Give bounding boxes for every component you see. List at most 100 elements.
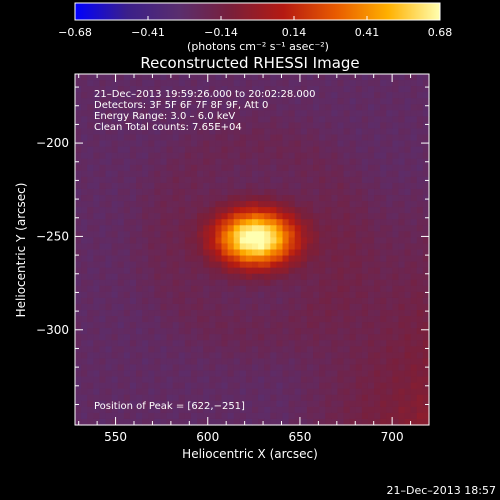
- heatmap-cell: [129, 267, 137, 275]
- heatmap-cell: [404, 110, 412, 117]
- heatmap-cell: [99, 406, 107, 414]
- heatmap-cell: [111, 116, 119, 124]
- heatmap-cell: [184, 225, 192, 232]
- heatmap-cell: [111, 158, 119, 166]
- heatmap-cell: [349, 104, 357, 111]
- heatmap-cell: [148, 297, 155, 305]
- heatmap-cell: [87, 104, 94, 111]
- heatmap-cell: [142, 92, 149, 99]
- heatmap-cell: [410, 255, 418, 263]
- heatmap-cell: [75, 394, 82, 402]
- heatmap-cell: [123, 334, 131, 341]
- heatmap-cell: [288, 98, 296, 105]
- heatmap-cell: [245, 122, 253, 130]
- heatmap-cell: [398, 104, 406, 111]
- heatmap-cell: [386, 364, 393, 372]
- heatmap-cell: [264, 279, 271, 287]
- heatmap-cell: [87, 188, 94, 196]
- heatmap-cell: [252, 249, 259, 257]
- heatmap-cell: [136, 231, 143, 238]
- heatmap-cell: [209, 358, 216, 366]
- heatmap-cell: [319, 213, 326, 220]
- heatmap-cell: [111, 92, 119, 99]
- heatmap-cell: [93, 140, 101, 148]
- heatmap-cell: [410, 140, 418, 148]
- heatmap-cell: [184, 176, 192, 184]
- heatmap-cell: [148, 400, 155, 408]
- heatmap-cell: [367, 267, 375, 275]
- heatmap-cell: [288, 297, 296, 305]
- heatmap-cell: [349, 303, 357, 311]
- heatmap-cell: [215, 400, 223, 408]
- heatmap-cell: [221, 382, 229, 390]
- heatmap-cell: [197, 285, 204, 293]
- heatmap-cell: [154, 110, 162, 117]
- heatmap-cell: [154, 352, 162, 360]
- heatmap-cell: [282, 340, 290, 347]
- heatmap-cell: [319, 285, 326, 293]
- heatmap-cell: [252, 225, 259, 232]
- heatmap-cell: [386, 201, 393, 208]
- heatmap-cell: [337, 285, 345, 293]
- heatmap-cell: [221, 249, 229, 257]
- heatmap-cell: [404, 176, 412, 184]
- heatmap-cell: [93, 146, 101, 154]
- heatmap-cell: [404, 358, 412, 366]
- heatmap-cell: [197, 128, 204, 136]
- heatmap-cell: [148, 231, 155, 238]
- heatmap-cell: [300, 322, 308, 329]
- heatmap-cell: [227, 122, 235, 130]
- heatmap-cell: [367, 352, 375, 360]
- heatmap-cell: [184, 303, 192, 311]
- heatmap-cell: [142, 152, 149, 160]
- heatmap-cell: [367, 346, 375, 353]
- heatmap-cell: [166, 195, 174, 202]
- heatmap-cell: [380, 201, 387, 208]
- heatmap-cell: [172, 382, 180, 390]
- heatmap-cell: [294, 182, 302, 190]
- heatmap-cell: [117, 104, 125, 111]
- heatmap-cell: [422, 412, 430, 420]
- heatmap-cell: [374, 364, 381, 372]
- heatmap-cell: [343, 86, 351, 93]
- heatmap-cell: [129, 74, 137, 81]
- heatmap-cell: [172, 195, 180, 202]
- heatmap-cell: [306, 237, 314, 245]
- heatmap-cell: [172, 352, 180, 360]
- heatmap-cell: [349, 158, 357, 166]
- heatmap-cell: [282, 243, 290, 251]
- heatmap-cell: [258, 412, 265, 420]
- heatmap-cell: [99, 231, 107, 238]
- heatmap-cell: [252, 322, 259, 329]
- heatmap-cell: [184, 243, 192, 251]
- heatmap-cell: [380, 110, 387, 117]
- heatmap-cell: [306, 388, 314, 396]
- heatmap-cell: [87, 128, 94, 136]
- heatmap-cell: [172, 122, 180, 130]
- heatmap-cell: [215, 188, 223, 196]
- heatmap-cell: [178, 86, 186, 93]
- heatmap-cell: [337, 291, 345, 299]
- heatmap-cell: [349, 182, 357, 190]
- heatmap-cell: [215, 104, 223, 111]
- heatmap-cell: [331, 231, 339, 238]
- heatmap-cell: [337, 267, 345, 275]
- heatmap-cell: [300, 170, 308, 178]
- heatmap-cell: [166, 297, 174, 305]
- heatmap-cell: [404, 297, 412, 305]
- heatmap-cell: [404, 352, 412, 360]
- heatmap-cell: [227, 249, 235, 257]
- heatmap-cell: [331, 116, 339, 124]
- heatmap-cell: [233, 195, 241, 202]
- heatmap-cell: [313, 310, 320, 317]
- heatmap-cell: [136, 279, 143, 287]
- heatmap-cell: [105, 170, 113, 178]
- heatmap-cell: [252, 370, 259, 378]
- heatmap-cell: [416, 92, 424, 99]
- heatmap-cell: [325, 316, 332, 323]
- heatmap-cell: [392, 176, 400, 184]
- heatmap-cell: [93, 352, 101, 360]
- heatmap-cell: [105, 370, 113, 378]
- heatmap-cell: [160, 340, 168, 347]
- heatmap-cell: [392, 291, 400, 299]
